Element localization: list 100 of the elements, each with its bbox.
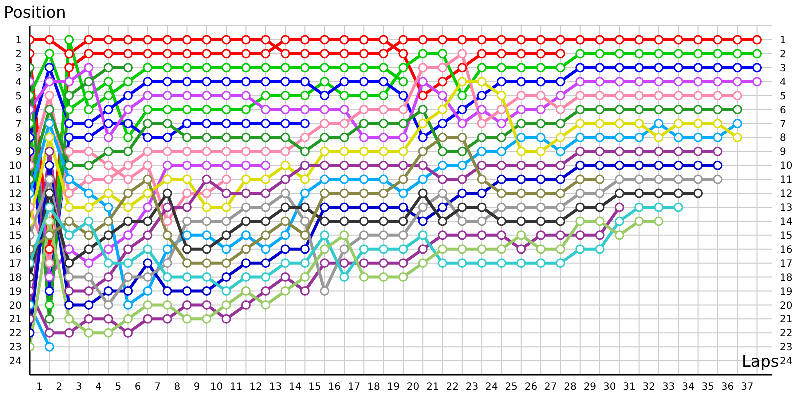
point xyxy=(418,202,428,212)
point xyxy=(359,63,369,73)
point xyxy=(182,118,192,128)
point xyxy=(576,118,586,128)
y2-tick-label: 22 xyxy=(780,328,793,340)
point xyxy=(595,91,605,101)
point xyxy=(379,77,389,87)
point xyxy=(124,77,134,87)
point xyxy=(595,105,605,115)
point xyxy=(536,174,546,184)
point xyxy=(143,244,153,254)
point xyxy=(634,63,644,73)
point xyxy=(654,216,664,226)
point xyxy=(84,188,94,198)
point xyxy=(418,174,428,184)
x-tick-label: 27 xyxy=(544,382,558,394)
point xyxy=(44,105,54,115)
point xyxy=(124,49,134,59)
point xyxy=(241,216,251,226)
point xyxy=(64,300,74,310)
y-tick-label: 11 xyxy=(9,175,22,186)
point xyxy=(516,132,526,142)
point xyxy=(496,258,506,268)
point xyxy=(222,91,232,101)
point xyxy=(241,63,251,73)
point xyxy=(300,105,310,115)
point xyxy=(202,118,212,128)
point xyxy=(418,146,428,156)
point xyxy=(320,258,330,268)
point xyxy=(536,91,546,101)
point xyxy=(280,105,290,115)
point xyxy=(379,105,389,115)
point xyxy=(694,91,704,101)
point xyxy=(64,230,74,240)
point xyxy=(104,216,114,226)
point xyxy=(576,132,586,142)
point xyxy=(143,91,153,101)
point xyxy=(162,230,172,240)
point xyxy=(300,63,310,73)
point xyxy=(458,91,468,101)
point xyxy=(340,258,350,268)
point xyxy=(732,132,742,142)
point xyxy=(713,77,723,87)
point xyxy=(438,216,448,226)
point xyxy=(64,77,74,87)
point xyxy=(694,132,704,142)
point xyxy=(44,258,54,268)
point xyxy=(202,132,212,142)
point xyxy=(241,188,251,198)
point xyxy=(143,49,153,59)
point xyxy=(556,244,566,254)
point xyxy=(496,63,506,73)
point xyxy=(595,216,605,226)
point xyxy=(124,328,134,338)
point xyxy=(104,35,114,45)
point xyxy=(438,188,448,198)
point xyxy=(202,216,212,226)
y2-tick-label: 21 xyxy=(780,314,793,326)
point xyxy=(300,286,310,296)
point xyxy=(496,174,506,184)
point xyxy=(674,174,684,184)
point xyxy=(124,230,134,240)
point xyxy=(556,105,566,115)
y-tick-label: 9 xyxy=(16,147,22,158)
point xyxy=(340,77,350,87)
point xyxy=(64,105,74,115)
point xyxy=(654,174,664,184)
point xyxy=(576,160,586,170)
x-tick-label: 1 xyxy=(36,382,44,394)
point xyxy=(64,314,74,324)
y2-tick-label: 6 xyxy=(780,105,786,116)
point xyxy=(418,63,428,73)
point xyxy=(556,49,566,59)
point xyxy=(752,49,762,59)
point xyxy=(104,188,114,198)
point xyxy=(398,132,408,142)
point xyxy=(634,49,644,59)
y2-tick-label: 19 xyxy=(780,286,793,298)
point xyxy=(576,91,586,101)
point xyxy=(241,258,251,268)
point xyxy=(202,105,212,115)
point xyxy=(280,146,290,156)
point xyxy=(300,132,310,142)
point xyxy=(182,272,192,282)
y-tick-label: 16 xyxy=(9,244,22,256)
point xyxy=(84,286,94,296)
point xyxy=(516,77,526,87)
point xyxy=(340,160,350,170)
point xyxy=(614,174,624,184)
point xyxy=(64,118,74,128)
y-tick-label: 2 xyxy=(16,49,22,60)
point xyxy=(674,160,684,170)
point xyxy=(104,202,114,212)
point xyxy=(182,300,192,310)
point xyxy=(124,160,134,170)
point xyxy=(280,63,290,73)
point xyxy=(182,49,192,59)
point xyxy=(261,132,271,142)
point xyxy=(261,160,271,170)
point xyxy=(300,230,310,240)
